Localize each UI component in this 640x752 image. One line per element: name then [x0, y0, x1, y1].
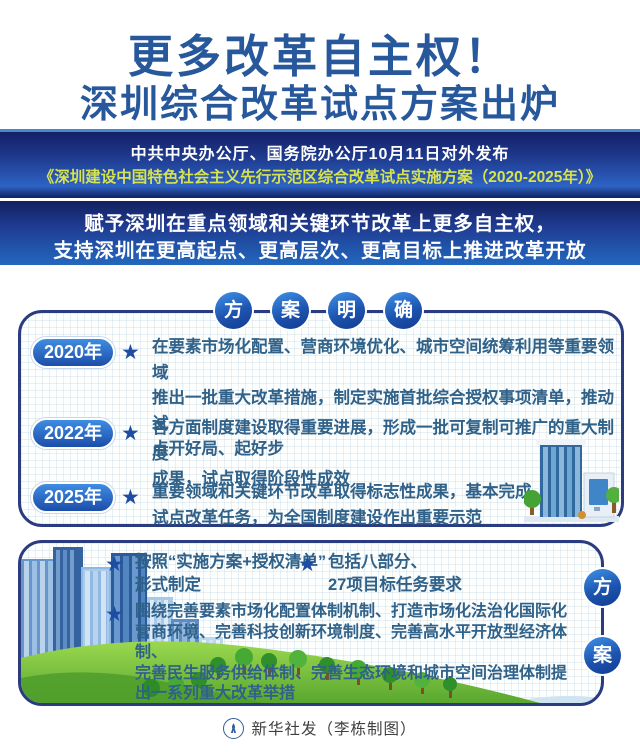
page-title-line2: 深圳综合改革试点方案出炉 [79, 84, 560, 126]
milestone-2025-text: 重要领域和关键环节改革取得标志性成果，基本完成 试点改革任务，为全国制度建设作出… [152, 483, 532, 527]
badge-an-side: 案 [584, 637, 621, 674]
bullet-measures-text: 围绕完善要素市场化配置体制机制、打造市场化法治化国际化 营商环境、完善科技创新环… [135, 603, 568, 702]
badge-fang-side: 方 [584, 569, 621, 606]
release-banner: 中共中央办公厅、国务院办公厅10月11日对外发布 《深圳建设中国特色社会主义先行… [0, 129, 640, 198]
grant-line1: 赋予深圳在重点领域和关键环节改革上更多自主权， [84, 213, 556, 235]
badge-an: 案 [272, 292, 309, 329]
year-badge-2025: 2025年 [31, 482, 115, 513]
star-icon: ★ [121, 341, 140, 364]
hill-trees [142, 648, 457, 698]
star-icon: ★ [121, 486, 140, 509]
plan-clear-card: 2020年 ★ 在要素市场化配置、营商环境优化、城市空间统筹利用等重要领域 推出… [18, 310, 624, 527]
star-icon: ★ [105, 603, 124, 626]
release-line: 中共中央办公厅、国务院办公厅10月11日对外发布 [130, 146, 510, 163]
milestone-2020-text: 在要素市场化配置、营商环境优化、城市空间统筹利用等重要领域 推出一批重大改革措施… [152, 338, 614, 458]
bullet-parts-text: 包括八部分、 27项目标任务要求 [328, 553, 462, 594]
year-badge-2022: 2022年 [31, 418, 115, 449]
star-icon: ★ [105, 553, 124, 576]
year-badge-2020: 2020年 [31, 337, 115, 368]
office-building-illustration [524, 439, 619, 522]
badge-fang: 方 [215, 292, 252, 329]
plan-name-line: 《深圳建设中国特色社会主义先行示范区综合改革试点实施方案（2020-2025年）… [38, 169, 602, 186]
credit-text: 新华社发（李栋制图） [251, 721, 417, 738]
page-title-line1: 更多改革自主权！ [127, 32, 512, 82]
star-icon: ★ [298, 553, 317, 576]
milestone-2022-text: 各方面制度建设取得重要进展，形成一批可复制可推广的重大制度 成果，试点取得阶段性… [152, 419, 614, 488]
badge-ming: 明 [328, 292, 365, 329]
grant-line2: 支持深圳在更高起点、更高层次、更高目标上推进改革开放 [53, 240, 587, 262]
bullet-format-text: 按照“实施方案+授权清单” 形式制定 [135, 553, 327, 594]
footer-credit: 新华社发（李栋制图） [0, 717, 640, 739]
star-icon: ★ [121, 422, 140, 445]
badge-que: 确 [385, 292, 422, 329]
green-hill-illustration [21, 641, 601, 703]
xinhua-logo-icon [223, 717, 245, 739]
plan-structure-card: ★ 按照“实施方案+授权清单” 形式制定 ★ 包括八部分、 27项目标任务要求 … [18, 540, 604, 706]
grant-banner: 赋予深圳在重点领域和关键环节改革上更多自主权， 支持深圳在更高起点、更高层次、更… [0, 201, 640, 265]
